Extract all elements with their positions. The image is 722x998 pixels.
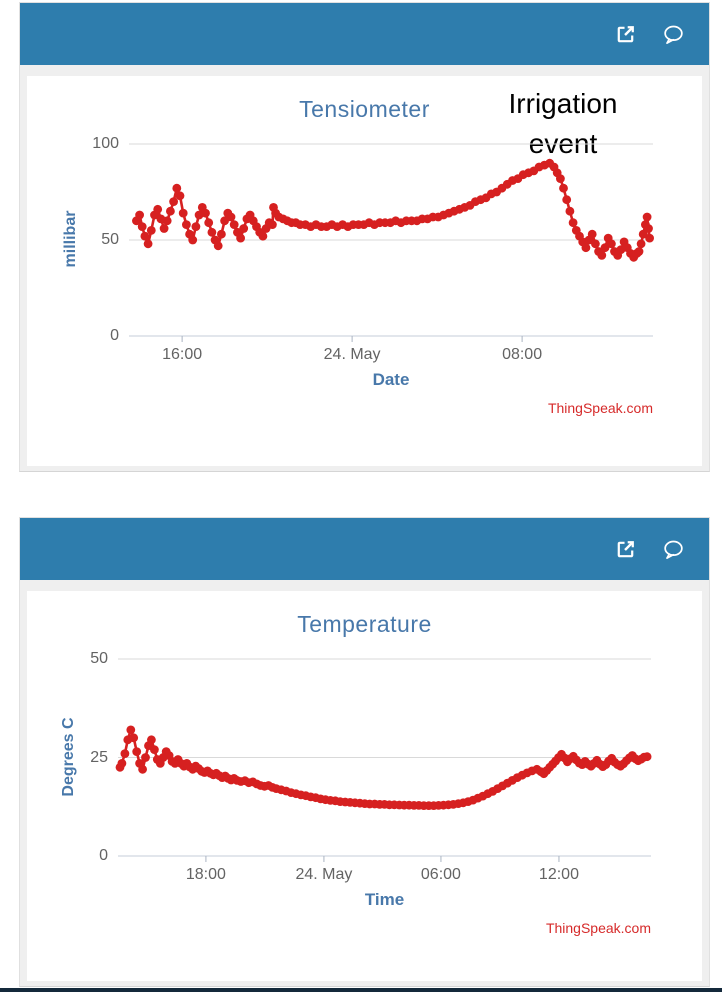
data-point — [162, 216, 172, 226]
x-tick-label: 06:00 — [420, 866, 461, 883]
data-point — [213, 241, 223, 251]
page-bottom-bar — [0, 988, 722, 992]
header-icons — [614, 3, 685, 65]
data-point — [600, 243, 610, 253]
data-point — [236, 233, 245, 243]
data-point — [137, 222, 147, 231]
temperature-chart-area: Temperature Degrees C Time ThingSpeak.co… — [27, 591, 702, 981]
y-tick-label: 25 — [90, 748, 108, 766]
comment-button[interactable] — [662, 23, 685, 46]
y-tick-label: 50 — [90, 650, 108, 667]
y-tick-label: 100 — [92, 135, 119, 152]
data-point — [217, 229, 226, 239]
y-tick-label: 0 — [110, 327, 119, 344]
chart-title: Tensiometer — [299, 96, 430, 122]
data-point — [636, 239, 646, 249]
comment-button[interactable] — [662, 538, 685, 561]
data-point — [140, 231, 150, 241]
data-point — [581, 243, 591, 253]
data-point — [204, 218, 214, 228]
chart-title: Temperature — [297, 611, 432, 637]
data-point — [268, 220, 277, 229]
data-point — [182, 220, 191, 229]
data-point — [591, 239, 600, 249]
external-link-icon — [617, 540, 634, 557]
thingspeak-credit-link[interactable]: ThingSpeak.com — [545, 920, 651, 936]
x-tick-label: 08:00 — [502, 346, 543, 363]
temperature-widget: Temperature Degrees C Time ThingSpeak.co… — [19, 517, 710, 987]
data-point — [146, 226, 156, 235]
data-point — [634, 247, 644, 256]
data-point — [226, 212, 236, 222]
data-point — [644, 224, 653, 233]
data-point — [159, 224, 169, 233]
data-point — [175, 191, 185, 201]
data-point — [132, 747, 142, 756]
data-point — [191, 222, 201, 231]
data-point — [642, 752, 652, 762]
data-point — [239, 224, 249, 233]
widget-header — [20, 518, 709, 580]
data-point — [638, 229, 648, 239]
x-axis-title: Date — [372, 370, 410, 389]
x-tick-label: 18:00 — [185, 866, 226, 883]
data-point — [169, 197, 178, 206]
y-tick-label: 0 — [99, 847, 108, 864]
data-point — [143, 239, 153, 249]
data-point — [120, 749, 130, 758]
thingspeak-credit-link[interactable]: ThingSpeak.com — [547, 400, 653, 416]
widget-header — [20, 3, 709, 65]
data-point — [220, 216, 229, 226]
data-point — [565, 206, 575, 216]
data-point — [587, 229, 597, 239]
data-point — [141, 753, 150, 762]
tensiometer-widget: Tensiometer Irrigation event millibar Da… — [19, 2, 710, 472]
data-point — [147, 735, 156, 745]
comment-icon — [664, 540, 683, 559]
x-tick-label: 24. May — [323, 346, 381, 363]
data-point — [150, 745, 159, 754]
data-point — [153, 204, 163, 214]
tensiometer-plot — [129, 143, 654, 342]
data-point — [166, 206, 175, 216]
comment-icon — [664, 25, 683, 44]
data-point — [135, 210, 144, 220]
x-tick-label: 16:00 — [162, 346, 203, 363]
data-point — [568, 218, 578, 228]
x-axis-title: Time — [364, 890, 405, 909]
data-point — [201, 208, 210, 218]
data-point — [117, 759, 127, 768]
data-point — [607, 239, 616, 249]
export-button[interactable] — [614, 538, 637, 561]
data-point — [188, 235, 198, 245]
data-point — [172, 183, 182, 193]
data-point — [207, 227, 217, 237]
data-point — [126, 725, 136, 735]
y-tick-label: 50 — [101, 231, 119, 248]
data-point — [229, 220, 239, 229]
x-tick-label: 12:00 — [538, 866, 579, 883]
data-point — [562, 195, 572, 205]
data-point — [597, 251, 607, 260]
export-button[interactable] — [614, 23, 637, 46]
data-point — [556, 174, 565, 183]
x-tick-label: 24. May — [295, 866, 353, 883]
data-point — [559, 183, 568, 193]
header-icons — [614, 518, 685, 580]
data-point — [178, 208, 188, 218]
data-point — [645, 233, 654, 243]
data-point — [258, 231, 268, 241]
data-point — [642, 212, 652, 222]
data-point — [138, 764, 147, 774]
tensiometer-chart-area: Tensiometer Irrigation event millibar Da… — [27, 76, 702, 466]
data-point — [129, 733, 139, 743]
temperature-plot — [115, 658, 652, 862]
external-link-icon — [617, 25, 634, 42]
